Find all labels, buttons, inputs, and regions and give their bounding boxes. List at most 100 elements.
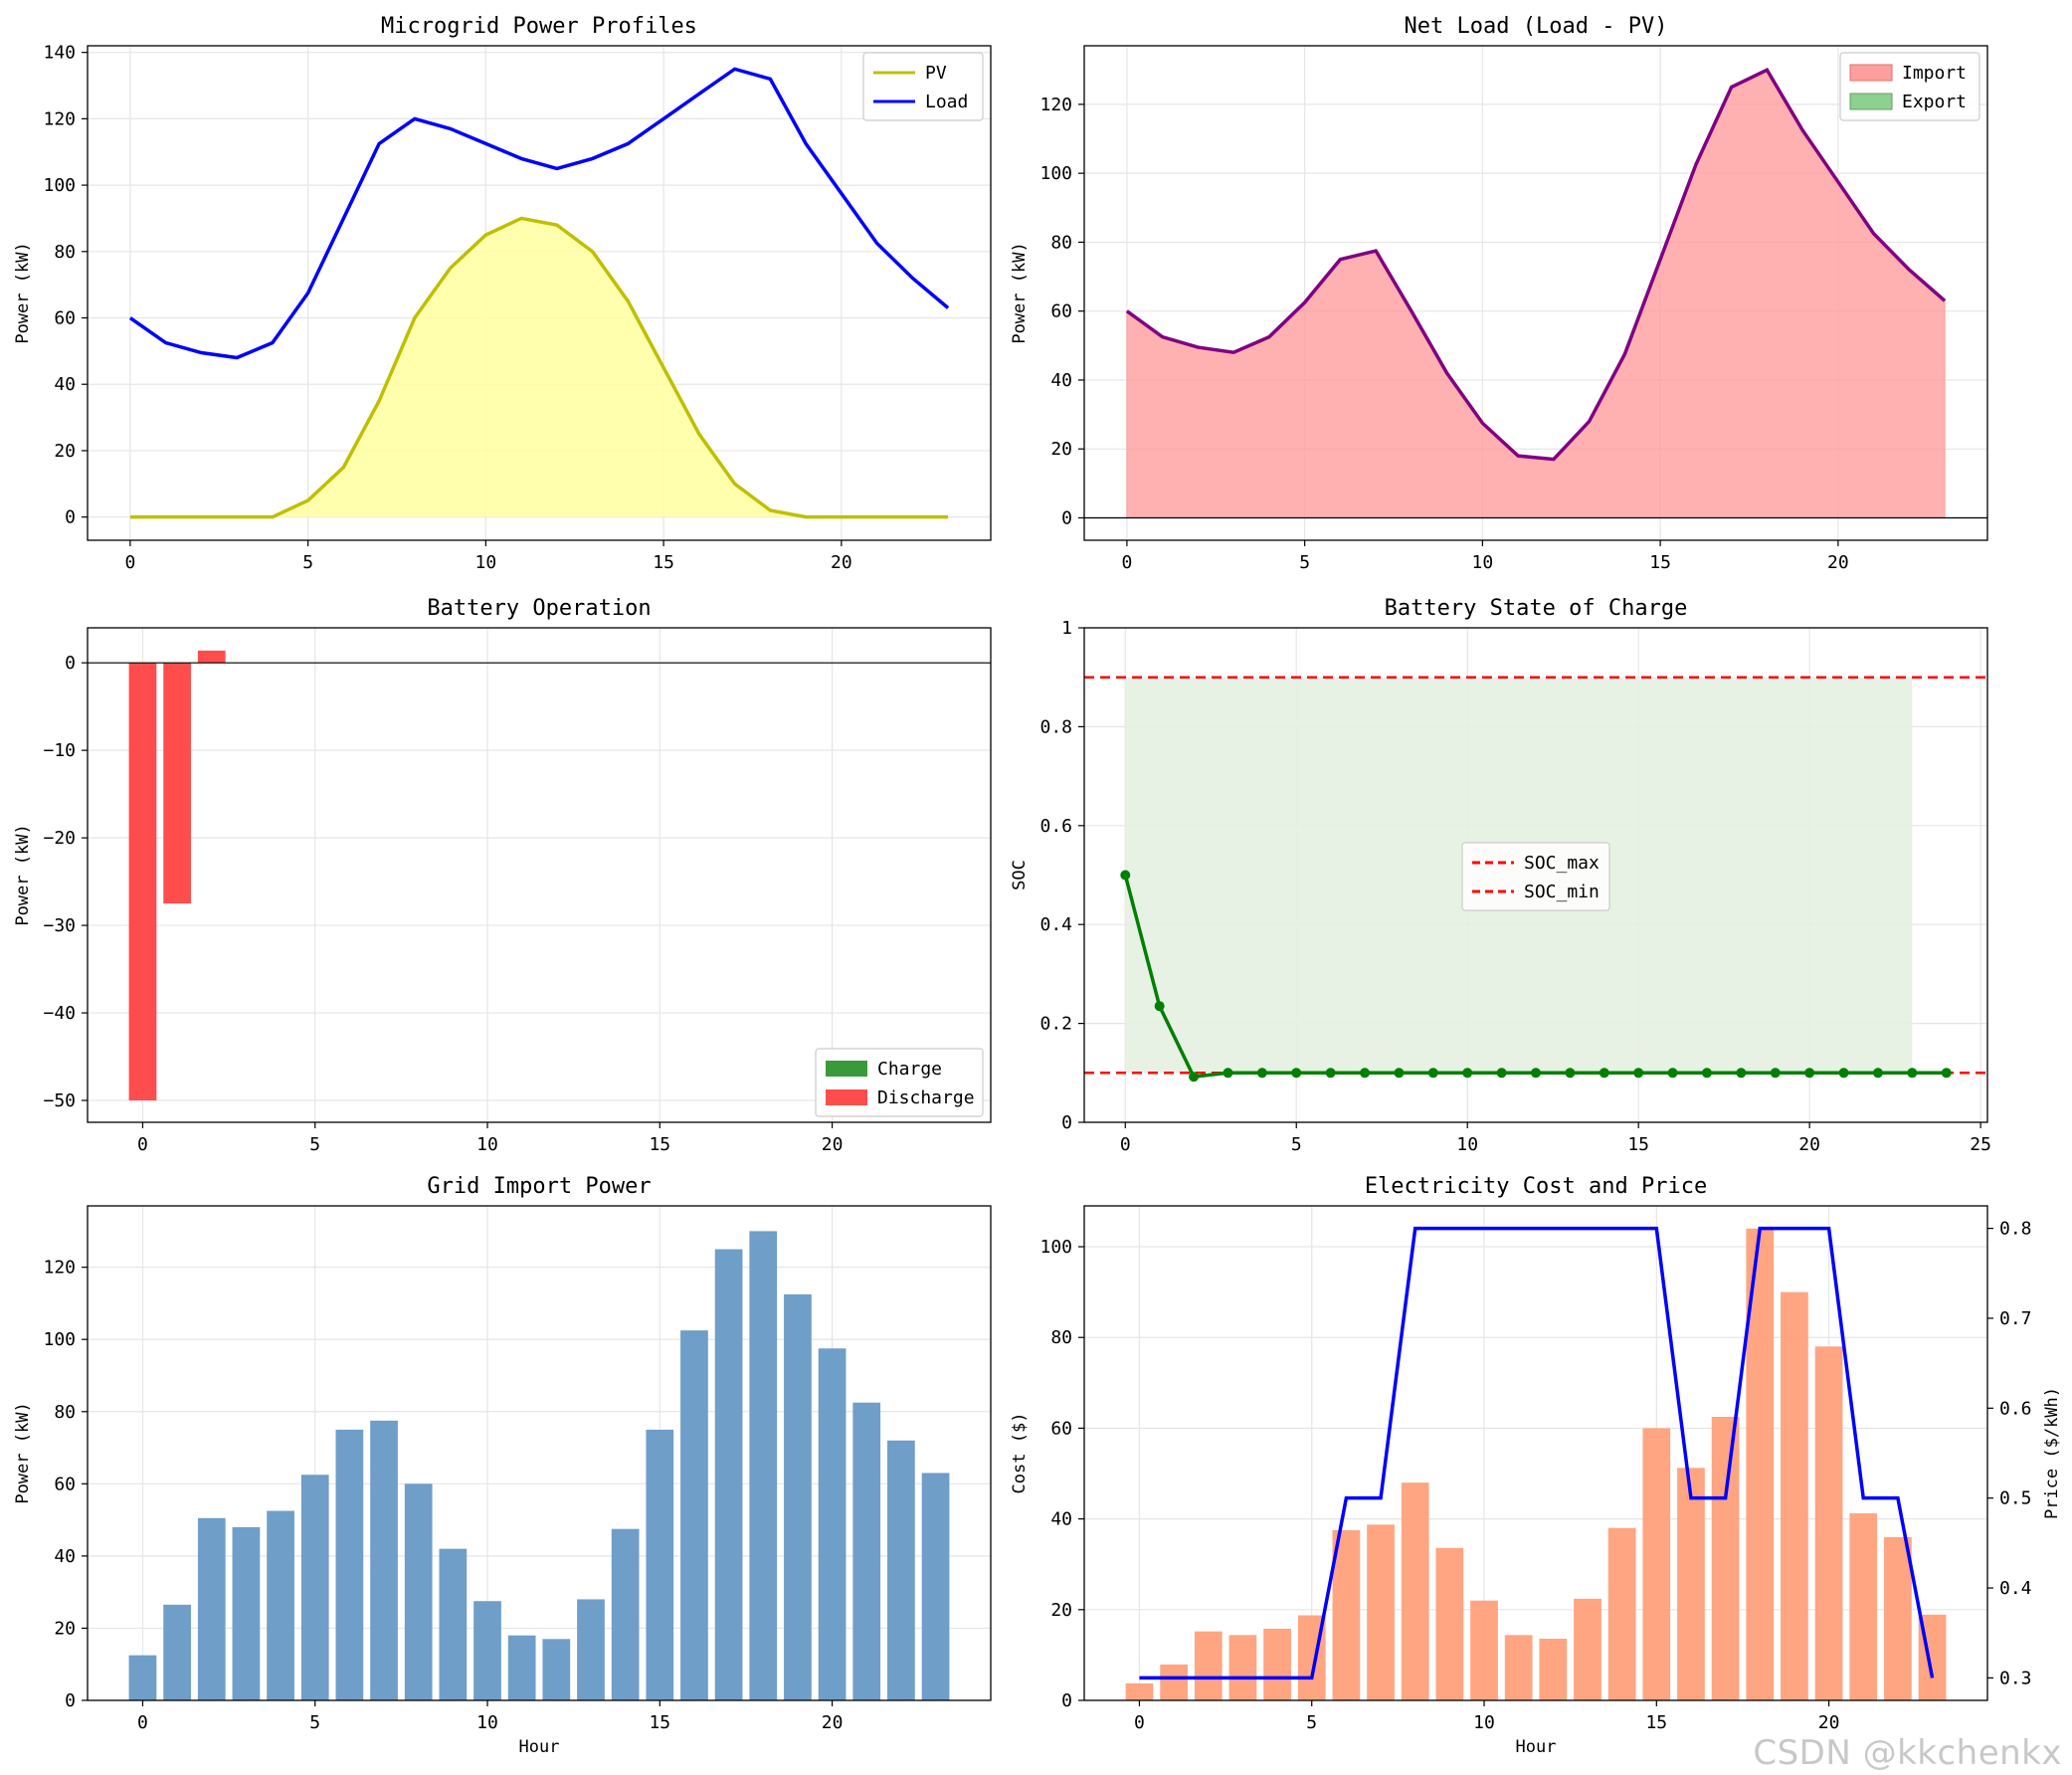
legend-label: SOC_min [1524, 882, 1600, 902]
y-tick-label: −20 [43, 828, 76, 849]
cost-bar [1539, 1638, 1568, 1700]
panel-pv-load: 0 5 10 15 20 0 20 40 60 80 100 120 140 Microgrid Powe… [13, 14, 992, 573]
x-tick-label: 5 [302, 552, 313, 573]
axes-frame [87, 627, 992, 1123]
grid-import-bar [507, 1635, 536, 1700]
panel-battery-op: 0 5 10 15 20 0 −10 −20 −30 −40 −50 Battery Operatio… [13, 596, 992, 1155]
y2-tick-label: 0.7 [1999, 1308, 2032, 1329]
soc-point [1360, 1068, 1371, 1079]
grid-import-bar [646, 1429, 674, 1700]
legend-swatch [1849, 93, 1893, 110]
grid-import-bar [439, 1548, 468, 1700]
axes-frame [1083, 627, 1988, 1123]
x-tick-label: 15 [1645, 1712, 1667, 1733]
y-tick-label: 120 [43, 1258, 76, 1279]
y-tick-label: 0 [65, 1690, 76, 1711]
soc-point [1838, 1068, 1849, 1079]
chart-title: Battery Operation [427, 596, 651, 621]
cost-bar [1470, 1600, 1498, 1700]
grid-import-bar [404, 1483, 433, 1700]
x-tick-label: 20 [831, 552, 852, 573]
cost-bar [1401, 1482, 1429, 1700]
y-tick-label: 0.6 [1039, 816, 1072, 837]
y-tick-label: −50 [43, 1090, 76, 1111]
x-tick-label: 10 [1456, 1134, 1478, 1155]
y-tick-label: 100 [1039, 163, 1072, 184]
y-tick-label: −30 [43, 915, 76, 936]
soc-point [1565, 1068, 1576, 1079]
cost-bar [1435, 1547, 1464, 1700]
soc-point [1736, 1068, 1747, 1079]
grid-import-bar [128, 1655, 157, 1700]
x-tick-label: 10 [475, 552, 497, 573]
legend-label: PV [925, 63, 947, 84]
axes-frame [87, 1205, 992, 1701]
soc-point [1325, 1068, 1336, 1079]
panel-cost-price: 0 5 10 15 20 0 20 40 60 80 100 Electricity Cost and… [1010, 1174, 2062, 1757]
y2-tick-label: 0.3 [1999, 1668, 2032, 1688]
y-axis-label: Power (kW) [13, 824, 33, 925]
y-tick-label: 0.8 [1039, 716, 1072, 737]
y-axis-label: Power (kW) [1010, 242, 1030, 343]
soc-point [1291, 1068, 1302, 1079]
grid-import-bar [267, 1510, 294, 1700]
y-axis-label: Cost ($) [1010, 1413, 1030, 1494]
x-tick-label: 5 [1306, 1712, 1317, 1733]
x-tick-label: 25 [1970, 1134, 1991, 1155]
x-tick-label: 5 [309, 1712, 320, 1733]
y-tick-label: 20 [54, 441, 76, 462]
cost-bar [1677, 1468, 1705, 1700]
cost-bar [1194, 1631, 1223, 1700]
axes-frame [87, 45, 992, 541]
x-tick-label: 20 [822, 1712, 844, 1733]
cost-bar [1814, 1346, 1843, 1700]
panel-soc: 0 5 10 15 20 25 0 0.2 0.4 0.6 0.8 1 Battery State of… [1010, 596, 1991, 1155]
grid-import-bar [784, 1293, 812, 1700]
y-tick-label: 80 [54, 1402, 76, 1423]
y-tick-label: 60 [1050, 301, 1072, 322]
soc-point [1189, 1072, 1200, 1083]
y-tick-label: 40 [54, 374, 76, 395]
legend-label: Charge [877, 1059, 942, 1080]
x-tick-label: 5 [1299, 552, 1310, 573]
grid-import-bar [852, 1402, 881, 1700]
grid-import-bar [818, 1348, 847, 1700]
soc-point [1427, 1068, 1438, 1079]
y-axis-label: Power (kW) [13, 242, 33, 343]
legend-box [862, 52, 984, 121]
x-tick-label: 10 [1473, 1712, 1495, 1733]
y-tick-label: 0.4 [1039, 914, 1072, 935]
y-tick-label: 20 [1050, 439, 1072, 460]
y-axis-label: Power (kW) [13, 1402, 33, 1503]
y-tick-label: 40 [1050, 370, 1072, 391]
cost-bar [1884, 1536, 1912, 1700]
grid-import-bar [921, 1473, 950, 1700]
legend-label: Discharge [877, 1087, 975, 1108]
battery-bar [197, 650, 226, 664]
cost-bar [1125, 1682, 1154, 1700]
legend-label: SOC_max [1524, 853, 1600, 874]
pv-area-fill [129, 218, 949, 517]
x-tick-label: 20 [1827, 552, 1849, 573]
cost-bar [1711, 1417, 1740, 1700]
y-tick-label: 40 [1050, 1509, 1072, 1530]
x-tick-label: 20 [1798, 1134, 1820, 1155]
grid-import-bar [473, 1601, 501, 1700]
y-tick-label: 20 [54, 1618, 76, 1639]
y-tick-label: 0 [65, 653, 76, 674]
panel-net-load: 0 5 10 15 20 0 20 40 60 80 100 120 Net Load (Load - … [1010, 14, 1988, 573]
grid-import-bar [542, 1639, 571, 1700]
cost-bar [1504, 1635, 1533, 1700]
soc-point [1907, 1068, 1918, 1079]
y2-tick-label: 0.6 [1999, 1398, 2032, 1419]
soc-point [1804, 1068, 1815, 1079]
cost-bar [1228, 1635, 1257, 1700]
chart-title: Grid Import Power [427, 1174, 651, 1199]
legend-swatch [826, 1089, 867, 1105]
y2-tick-label: 0.4 [1999, 1578, 2032, 1599]
chart-title: Microgrid Power Profiles [381, 14, 697, 39]
price-line [1139, 1226, 1935, 1680]
y-tick-label: 140 [43, 43, 76, 64]
y-tick-label: 40 [54, 1546, 76, 1567]
